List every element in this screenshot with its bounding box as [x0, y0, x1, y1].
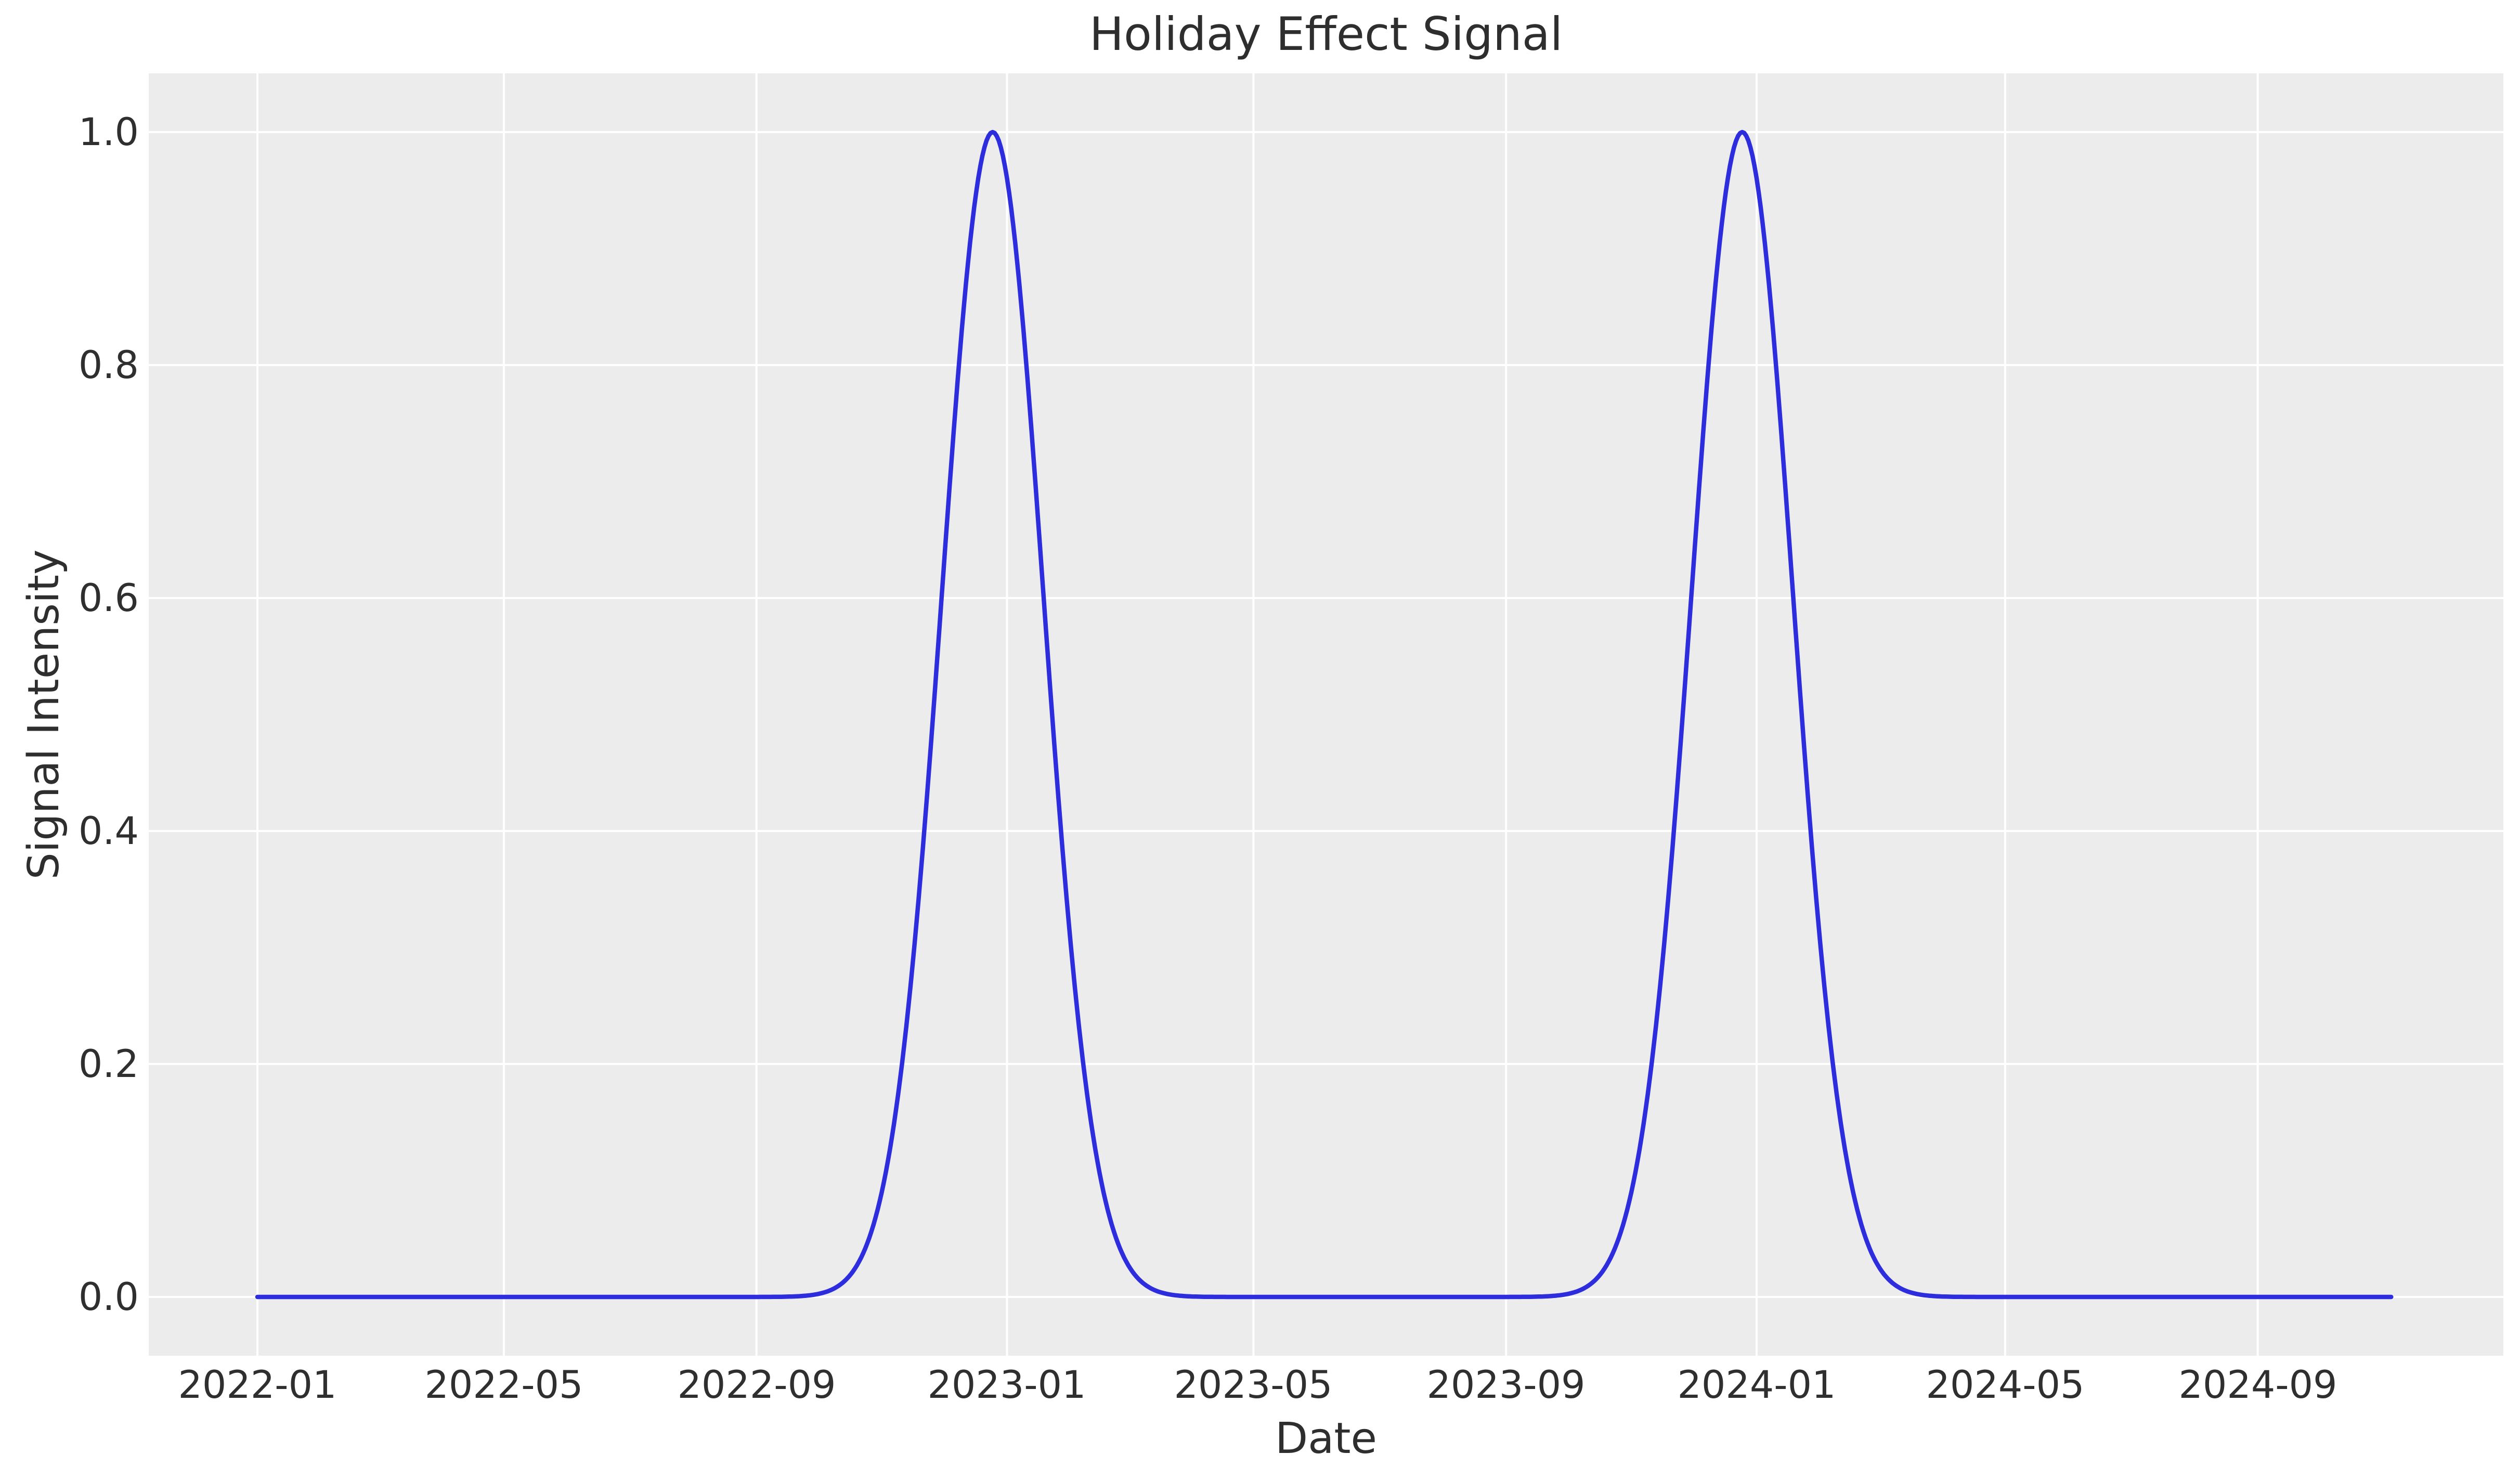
x-axis-label: Date — [1275, 1414, 1377, 1463]
axes-background — [149, 73, 2503, 1356]
x-tick-label: 2024-01 — [1677, 1363, 1836, 1407]
x-tick-label: 2023-09 — [1426, 1363, 1586, 1407]
y-tick-label: 0.6 — [78, 576, 139, 620]
chart-title: Holiday Effect Signal — [1089, 7, 1563, 61]
y-tick-label: 0.8 — [78, 343, 139, 387]
x-tick-label: 2022-05 — [424, 1363, 583, 1407]
series-lines — [255, 129, 2394, 1300]
signal-line — [255, 129, 2394, 1300]
x-tick-label: 2024-05 — [1926, 1363, 2085, 1407]
y-tick-label: 0.2 — [78, 1042, 139, 1086]
x-tick-label: 2022-01 — [178, 1363, 337, 1407]
x-tick-label: 2024-09 — [2178, 1363, 2337, 1407]
y-tick-label: 1.0 — [78, 110, 139, 154]
y-tick-label: 0.4 — [78, 809, 139, 853]
x-tick-label: 2023-05 — [1174, 1363, 1333, 1407]
y-tick-label: 0.0 — [78, 1275, 139, 1319]
x-tick-label: 2022-09 — [677, 1363, 836, 1407]
x-tick-label: 2023-01 — [927, 1363, 1086, 1407]
